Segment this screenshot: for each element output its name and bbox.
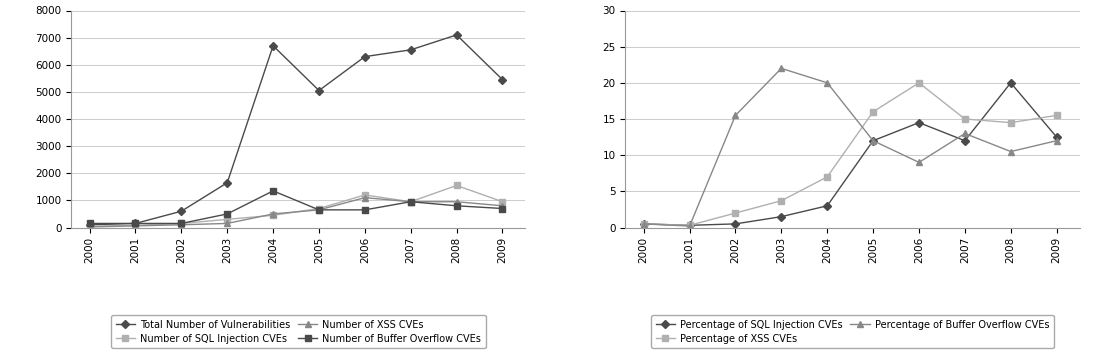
Percentage of Buffer Overflow CVEs <box>683 224 696 228</box>
Number of SQL Injection CVEs <box>83 224 96 228</box>
Number of Buffer Overflow CVEs <box>404 199 418 204</box>
Number of Buffer Overflow CVEs <box>450 204 464 208</box>
Percentage of XSS CVEs <box>867 110 880 114</box>
Legend: Total Number of Vulnerabilities, Number of SQL Injection CVEs, Number of XSS CVE: Total Number of Vulnerabilities, Number … <box>111 315 486 349</box>
Percentage of Buffer Overflow CVEs <box>867 139 880 143</box>
Line: Number of XSS CVEs: Number of XSS CVEs <box>87 194 506 230</box>
Percentage of SQL Injection CVEs <box>683 223 696 228</box>
Number of SQL Injection CVEs <box>358 193 372 197</box>
Legend: Percentage of SQL Injection CVEs, Percentage of XSS CVEs, Percentage of Buffer O: Percentage of SQL Injection CVEs, Percen… <box>651 315 1054 349</box>
Number of XSS CVEs <box>220 221 233 225</box>
Number of SQL Injection CVEs <box>495 199 509 204</box>
Line: Percentage of XSS CVEs: Percentage of XSS CVEs <box>641 80 1060 228</box>
Percentage of Buffer Overflow CVEs <box>821 81 834 85</box>
Percentage of SQL Injection CVEs <box>958 139 971 143</box>
Number of SQL Injection CVEs <box>220 217 233 222</box>
Percentage of Buffer Overflow CVEs <box>958 131 971 135</box>
Number of Buffer Overflow CVEs <box>220 212 233 216</box>
Percentage of XSS CVEs <box>683 223 696 228</box>
Number of SQL Injection CVEs <box>450 183 464 188</box>
Number of XSS CVEs <box>174 223 187 227</box>
Percentage of Buffer Overflow CVEs <box>912 160 925 164</box>
Percentage of XSS CVEs <box>958 117 971 121</box>
Line: Number of Buffer Overflow CVEs: Number of Buffer Overflow CVEs <box>87 188 505 226</box>
Number of SQL Injection CVEs <box>129 223 142 228</box>
Number of XSS CVEs <box>404 199 418 204</box>
Percentage of Buffer Overflow CVEs <box>637 222 650 226</box>
Total Number of Vulnerabilities <box>450 33 464 37</box>
Percentage of SQL Injection CVEs <box>821 204 834 208</box>
Number of XSS CVEs <box>83 225 96 229</box>
Number of Buffer Overflow CVEs <box>495 206 509 211</box>
Percentage of XSS CVEs <box>775 199 788 203</box>
Percentage of SQL Injection CVEs <box>867 139 880 143</box>
Number of XSS CVEs <box>358 196 372 200</box>
Number of XSS CVEs <box>450 199 464 204</box>
Percentage of XSS CVEs <box>1004 120 1017 125</box>
Number of Buffer Overflow CVEs <box>266 189 279 193</box>
Number of XSS CVEs <box>312 208 326 212</box>
Total Number of Vulnerabilities <box>174 209 187 214</box>
Line: Percentage of SQL Injection CVEs: Percentage of SQL Injection CVEs <box>641 80 1060 228</box>
Number of SQL Injection CVEs <box>404 199 418 204</box>
Number of SQL Injection CVEs <box>312 206 326 211</box>
Total Number of Vulnerabilities <box>83 223 96 227</box>
Percentage of XSS CVEs <box>729 211 742 215</box>
Line: Number of SQL Injection CVEs: Number of SQL Injection CVEs <box>87 183 505 229</box>
Total Number of Vulnerabilities <box>220 181 233 185</box>
Percentage of XSS CVEs <box>1050 113 1063 118</box>
Total Number of Vulnerabilities <box>495 78 509 82</box>
Line: Percentage of Buffer Overflow CVEs: Percentage of Buffer Overflow CVEs <box>640 65 1060 230</box>
Percentage of SQL Injection CVEs <box>912 120 925 125</box>
Percentage of Buffer Overflow CVEs <box>1004 149 1017 154</box>
Percentage of SQL Injection CVEs <box>637 222 650 226</box>
Line: Total Number of Vulnerabilities: Total Number of Vulnerabilities <box>87 32 505 228</box>
Number of XSS CVEs <box>266 212 279 216</box>
Number of SQL Injection CVEs <box>266 213 279 217</box>
Number of Buffer Overflow CVEs <box>129 221 142 225</box>
Number of Buffer Overflow CVEs <box>83 221 96 225</box>
Total Number of Vulnerabilities <box>266 44 279 48</box>
Total Number of Vulnerabilities <box>358 55 372 59</box>
Total Number of Vulnerabilities <box>404 48 418 52</box>
Percentage of SQL Injection CVEs <box>1050 135 1063 139</box>
Percentage of SQL Injection CVEs <box>1004 81 1017 85</box>
Number of Buffer Overflow CVEs <box>358 208 372 212</box>
Number of SQL Injection CVEs <box>174 221 187 225</box>
Percentage of XSS CVEs <box>912 81 925 85</box>
Total Number of Vulnerabilities <box>129 221 142 225</box>
Percentage of XSS CVEs <box>821 175 834 179</box>
Percentage of Buffer Overflow CVEs <box>1050 139 1063 143</box>
Number of XSS CVEs <box>495 204 509 208</box>
Total Number of Vulnerabilities <box>312 89 326 93</box>
Number of Buffer Overflow CVEs <box>312 208 326 212</box>
Number of Buffer Overflow CVEs <box>174 221 187 225</box>
Percentage of Buffer Overflow CVEs <box>775 66 788 70</box>
Number of XSS CVEs <box>129 224 142 228</box>
Percentage of SQL Injection CVEs <box>775 215 788 219</box>
Percentage of SQL Injection CVEs <box>729 222 742 226</box>
Percentage of Buffer Overflow CVEs <box>729 113 742 118</box>
Percentage of XSS CVEs <box>637 222 650 226</box>
